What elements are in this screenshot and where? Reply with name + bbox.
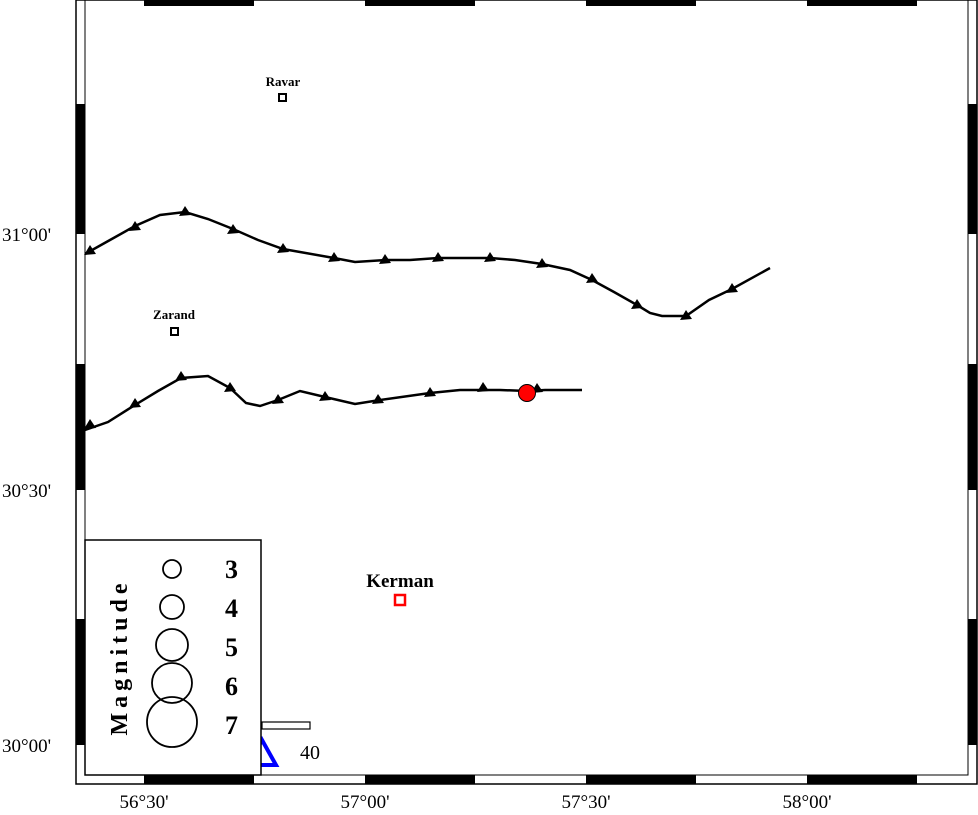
city-zarand: Zarand bbox=[153, 307, 196, 336]
city-label: Kerman bbox=[366, 571, 434, 592]
legend-circle-5 bbox=[155, 628, 189, 662]
legend-circle-4 bbox=[159, 594, 185, 620]
lat-label-3000: 30°00' bbox=[2, 736, 51, 757]
city-marker-square-icon bbox=[170, 327, 179, 336]
magnitude-legend: Magnitude 3 4 5 6 7 bbox=[84, 539, 262, 776]
legend-mag-6: 6 bbox=[225, 672, 238, 701]
city-label: Ravar bbox=[266, 74, 301, 89]
city-kerman: Kerman bbox=[366, 571, 434, 607]
legend-circle-3 bbox=[162, 559, 182, 579]
legend-circle-6 bbox=[151, 662, 193, 704]
scale-bar: 40 bbox=[261, 721, 320, 764]
legend-circle-7 bbox=[146, 696, 198, 748]
fault-north bbox=[84, 206, 771, 320]
lon-label-5700: 57°00' bbox=[340, 792, 389, 813]
city-ravar: Ravar bbox=[266, 74, 301, 102]
city-label: Zarand bbox=[153, 307, 196, 322]
legend-mag-7: 7 bbox=[225, 711, 238, 740]
epicenter-marker bbox=[518, 384, 536, 402]
city-marker-square-icon bbox=[278, 93, 287, 102]
lat-label-3030: 30°30' bbox=[2, 481, 51, 502]
scale-bar-label: 40 bbox=[300, 742, 320, 764]
legend-mag-3: 3 bbox=[225, 555, 238, 584]
lon-label-5730: 57°30' bbox=[561, 792, 610, 813]
legend-title: Magnitude bbox=[107, 578, 133, 735]
city-marker-square-icon bbox=[393, 593, 407, 607]
lon-label-5630: 56°30' bbox=[119, 792, 168, 813]
lat-label-3100: 31°00' bbox=[2, 225, 51, 246]
legend-mag-4: 4 bbox=[225, 594, 238, 623]
lon-label-5800: 58°00' bbox=[782, 792, 831, 813]
fault-south bbox=[84, 371, 582, 432]
legend-mag-5: 5 bbox=[225, 633, 238, 662]
